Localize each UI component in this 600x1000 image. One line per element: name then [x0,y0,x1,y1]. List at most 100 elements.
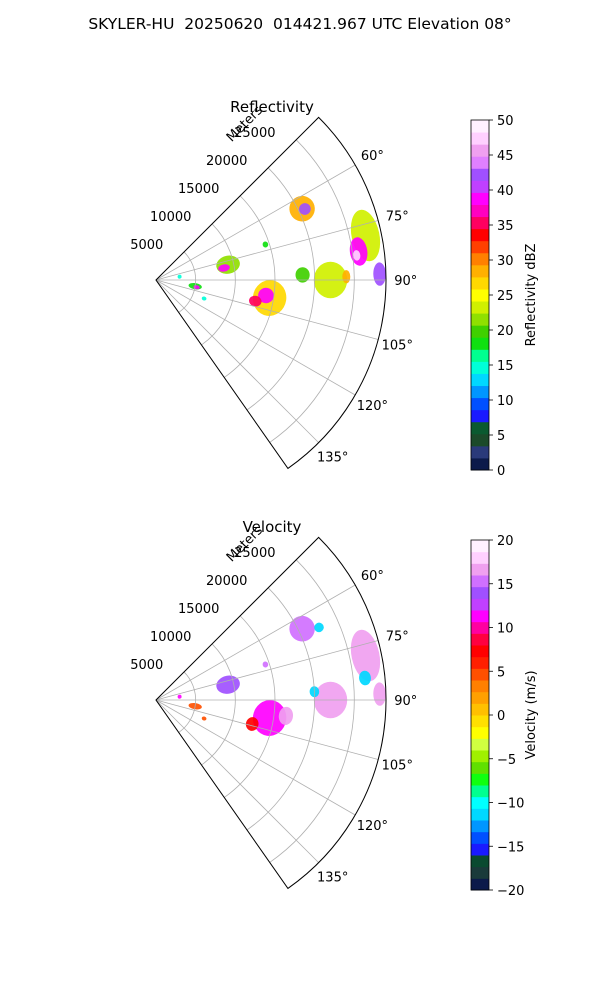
range-ring [201,643,236,766]
sector-frame [155,116,387,470]
radar-echo [262,661,269,668]
range-ring [224,615,276,798]
colorbar-swatch [471,156,489,169]
colorbar-tick-label: 5 [497,429,505,444]
azimuth-gridline [155,279,379,340]
colorbar-swatch [471,252,489,266]
colorbar-tick-label: −15 [497,840,524,855]
colorbar-swatch [471,228,489,242]
range-ring [269,559,355,863]
colorbar-swatch [471,264,489,278]
colorbar-swatch [471,563,489,576]
colorbar-tick-label: 0 [497,464,505,479]
colorbar-swatch [471,385,489,399]
colorbar-swatch [471,551,489,564]
azimuth-gridline [155,279,356,396]
colorbar-swatch [471,820,489,833]
colorbar-swatch [471,421,489,435]
colorbar-swatch [471,373,489,387]
radar-echo [359,670,371,686]
azimuth-gridline [155,164,356,281]
range-tick-label: 15000 [178,182,219,197]
range-tick-label: 5000 [130,658,163,673]
azimuth-tick-label: 105° [382,339,413,354]
azimuth-gridline [155,279,319,443]
colorbar-swatch [471,878,489,891]
radar-echo [216,675,240,694]
azimuth-tick-label: 75° [386,209,409,224]
colorbar-label: Reflectivity dBZ [524,244,539,347]
colorbar-swatch [471,796,489,809]
colorbar-swatch [471,855,489,868]
colorbar-swatch [471,726,489,739]
azimuth-tick-label: 105° [382,759,413,774]
colorbar-swatch [471,361,489,374]
colorbar-tick-label: −20 [497,884,524,899]
sector-frame [155,536,387,890]
colorbar-swatch [471,586,489,599]
colorbar-swatch [471,409,489,423]
azimuth-tick-label: 90° [394,694,417,709]
colorbar-swatch [471,598,489,611]
colorbar-swatch [471,204,489,218]
radar-echo [216,255,240,274]
colorbar-tick-label: 10 [497,622,514,637]
range-ring [246,167,316,411]
colorbar-swatch [471,773,489,786]
radar-echo [373,262,386,286]
radar-echo [314,622,324,633]
azimuth-tick-label: 120° [357,819,388,834]
radar-echo [177,694,182,699]
colorbar-swatch [471,621,489,634]
radar-echo [177,274,182,279]
radar-echo [245,717,259,731]
colorbar-tick-label: 20 [497,534,514,549]
azimuth-gridline [155,699,356,816]
colorbar-tick-label: 20 [497,324,514,339]
colorbar-swatch [471,397,489,411]
page-title: SKYLER-HU 20250620 014421.967 UTC Elevat… [88,15,512,33]
radar-echo [350,629,381,682]
radar-echo [201,716,207,721]
colorbar-label: Velocity (m/s) [524,670,539,759]
colorbar-swatch [471,785,489,798]
range-tick-label: 20000 [206,574,247,589]
range-tick-label: 10000 [150,630,191,645]
colorbar-swatch [471,433,489,447]
colorbar-swatch [471,301,489,314]
colorbar-swatch [471,457,489,471]
colorbar-swatch [471,276,489,290]
range-tick-label: 25000 [234,546,275,561]
colorbar-swatch [471,831,489,844]
radar-echoes [177,195,386,316]
range-ring [178,251,197,313]
range-tick-label: 10000 [150,210,191,225]
colorbar-swatch [471,144,489,157]
radar-echo [353,250,361,261]
azimuth-tick-label: 75° [386,629,409,644]
radar-echo [218,264,230,272]
colorbar-tick-label: 35 [497,219,514,234]
radar-echo [252,700,287,736]
colorbar-swatch [471,645,489,658]
range-tick-label: 15000 [178,602,219,617]
colorbar-tick-label: 45 [497,149,514,164]
azimuth-gridline [155,699,379,760]
colorbar-swatch [471,703,489,716]
colorbar-tick-label: 15 [497,359,514,374]
range-ring [269,139,355,443]
colorbar: 0 5 10 15 20 25 30 35 40 45 50 Reflectivity dBZ [470,114,539,479]
azimuth-tick-label: 135° [317,451,348,466]
colorbar-swatch [471,866,489,879]
azimuth-gridline [155,584,356,701]
radar-echo [373,682,386,706]
azimuth-tick-label: 90° [394,274,417,289]
radar-echo [262,241,269,248]
colorbar-tick-label: 50 [497,114,514,129]
velocity-panel: Velocity 60° 75° 90° 105° 120° 135° 5000 10000 15… [130,518,539,899]
azimuth-gridline [155,640,379,701]
colorbar-swatch [471,575,489,588]
azimuth-tick-label: 135° [317,871,348,886]
colorbar-swatch [471,180,489,193]
range-tick-label: 20000 [206,154,247,169]
